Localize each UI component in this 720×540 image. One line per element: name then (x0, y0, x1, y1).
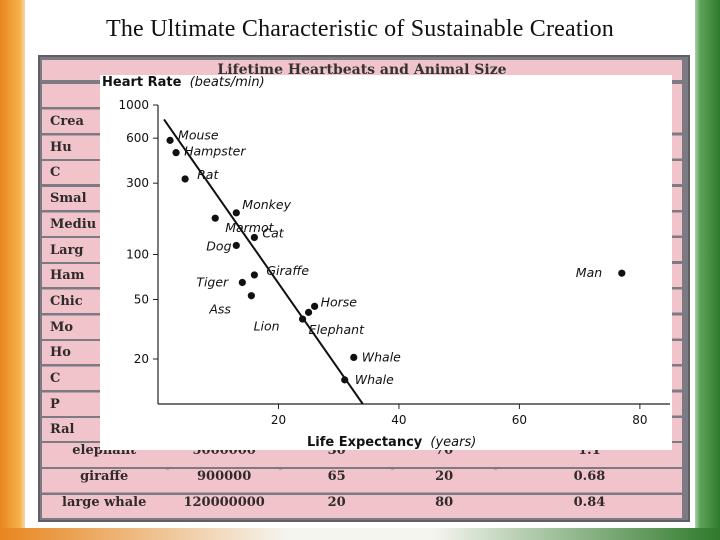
x-tick-label: 60 (512, 413, 527, 427)
table-left-fragment: Ho (42, 342, 102, 365)
table-row: giraffe 900000 65 20 0.68 (42, 469, 683, 491)
x-axis-label-main: Life Expectancy (307, 435, 423, 450)
bottom-decor-band (0, 528, 720, 540)
point-label: Mouse (178, 127, 219, 142)
table-left-fragment: Crea (42, 111, 102, 133)
table-left-fragment: Larg (42, 239, 102, 262)
table-cell-col3: 65 (281, 469, 392, 491)
point-label: Cat (262, 225, 284, 240)
data-point (618, 269, 626, 277)
y-axis-label-main: Heart Rate (102, 75, 182, 90)
data-point (311, 302, 319, 310)
x-tick-label: 20 (271, 413, 286, 427)
data-point (304, 308, 313, 316)
data-point (232, 209, 240, 217)
data-point (172, 149, 180, 157)
point-label: Elephant (309, 322, 366, 337)
data-point (350, 353, 358, 361)
data-point (181, 175, 189, 183)
table-left-fragment: Mediu (42, 213, 102, 236)
table-cell-col5: 0.68 (496, 469, 683, 491)
x-tick-label: 40 (391, 413, 406, 427)
y-tick-label: 600 (126, 131, 149, 145)
table-left-fragment: C (42, 162, 102, 185)
data-point (298, 315, 307, 323)
point-label: Hampster (184, 144, 246, 159)
point-label: Rat (197, 167, 219, 182)
y-tick-label: 1000 (118, 98, 149, 112)
y-tick-label: 300 (126, 176, 149, 190)
y-axis-label: Heart Rate (beats/min) (102, 75, 265, 90)
table-cell-col5: 0.84 (496, 495, 683, 517)
data-point (166, 136, 174, 144)
data-point (250, 271, 258, 279)
table-cell-mass: 900000 (169, 469, 279, 491)
x-tick-label: 80 (632, 413, 647, 427)
y-tick-label: 100 (126, 248, 149, 262)
point-label: Whale (355, 372, 394, 387)
y-tick-label: 20 (134, 352, 149, 366)
table-left-fragment: Mo (42, 316, 102, 339)
table-cell-mass: 120000000 (169, 495, 279, 517)
point-label: Dog (206, 238, 231, 253)
data-point (250, 233, 258, 242)
table-left-fragment: Ham (42, 265, 102, 288)
chart-svg: Heart Rate (beats/min) Life Expectancy (… (102, 75, 670, 450)
point-label: Whale (362, 349, 401, 364)
table-left-fragment: Chic (42, 290, 102, 313)
data-point (232, 241, 240, 250)
point-label: Monkey (242, 197, 291, 212)
point-label: Giraffe (266, 263, 309, 278)
data-point (211, 214, 219, 222)
table-left-fragment: Smal (42, 188, 102, 211)
heart-rate-chart: Heart Rate (beats/min) Life Expectancy (… (100, 75, 672, 450)
table-cell-animal: giraffe (42, 469, 167, 491)
data-point (247, 292, 255, 300)
table-row: large whale 120000000 20 80 0.84 (42, 495, 683, 517)
slide-title: The Ultimate Characteristic of Sustainab… (105, 16, 615, 42)
table-cell-col4: 20 (394, 469, 494, 491)
table-left-fragment: P (42, 393, 102, 416)
x-axis-label: Life Expectancy (years) (307, 435, 476, 450)
table-left-fragment: Hu (42, 136, 102, 159)
table-cell-col4: 80 (394, 495, 494, 517)
x-axis-label-unit: (years) (430, 435, 476, 450)
table-cell-col3: 20 (281, 495, 392, 517)
trend-line (163, 118, 364, 405)
point-label: Man (576, 265, 602, 280)
table-left-fragment: C (42, 368, 102, 390)
data-point (341, 376, 349, 384)
y-axis-label-unit: (beats/min) (190, 75, 265, 90)
point-label: Ass (208, 302, 231, 317)
y-tick-label: 50 (134, 293, 149, 307)
point-label: Horse (321, 294, 358, 309)
table-cell-animal: large whale (42, 495, 167, 517)
point-label: Lion (254, 318, 280, 333)
point-label: Tiger (196, 274, 229, 289)
point-label: Marmot (225, 220, 274, 235)
data-point (238, 278, 246, 287)
table-left-fragment: Ral (42, 419, 102, 442)
